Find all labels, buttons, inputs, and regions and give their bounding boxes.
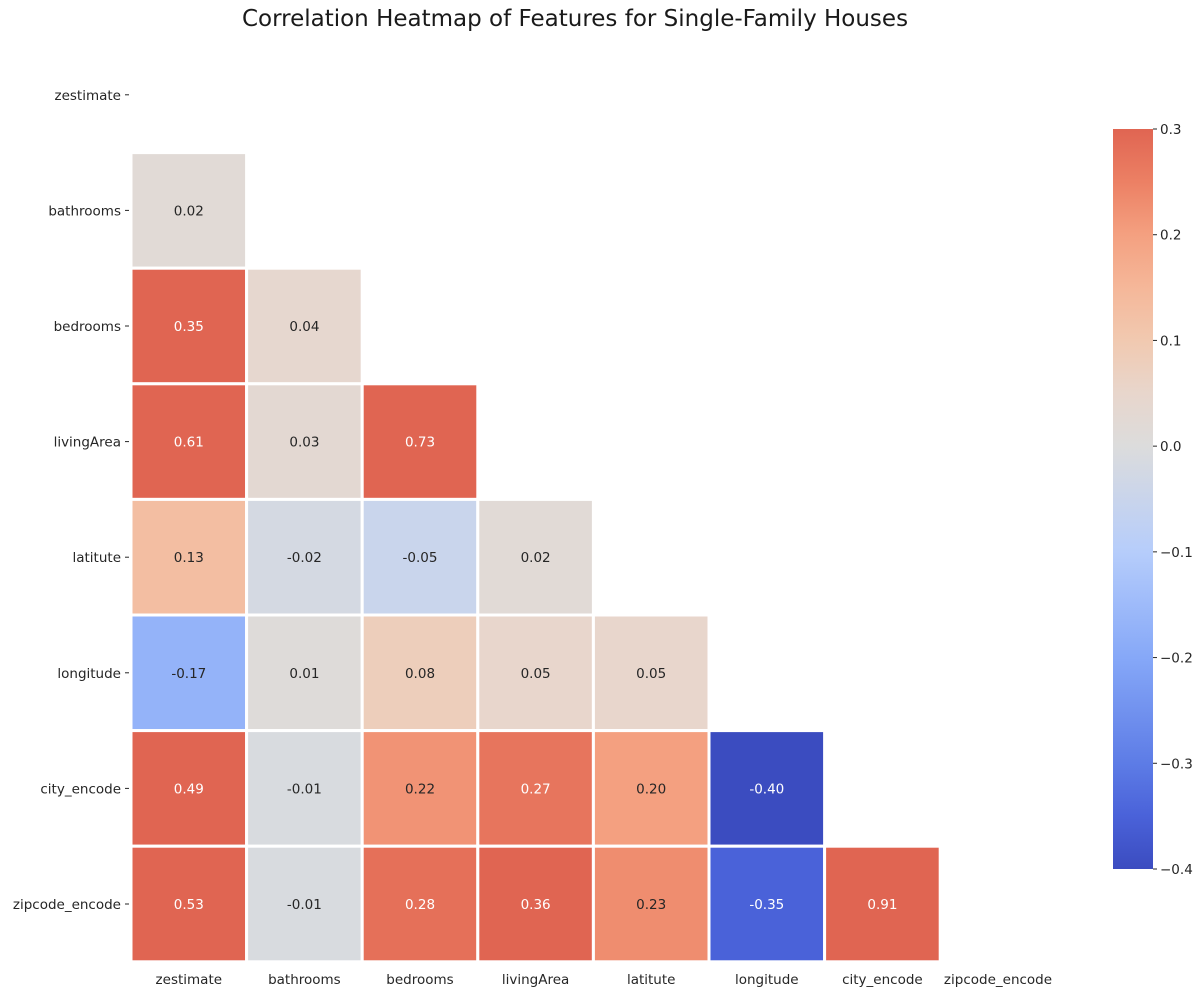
colorbar-tick-label: 0.1 bbox=[1160, 333, 1181, 349]
colorbar-tick-label: −0.1 bbox=[1160, 545, 1193, 561]
y-tick-label-zestimate: zestimate bbox=[55, 88, 122, 104]
cell-value-zipcode_encode-city_encode: 0.91 bbox=[867, 897, 897, 913]
y-tick-label-longitude: longitude bbox=[57, 666, 121, 682]
heatmap-cell-longitude-bathrooms bbox=[245, 613, 364, 733]
cell-value-city_encode-bedrooms: 0.22 bbox=[405, 781, 435, 797]
heatmap-cell-longitude-latitute bbox=[591, 613, 711, 733]
cell-value-bedrooms-bathrooms: 0.04 bbox=[289, 319, 319, 335]
cell-value-zipcode_encode-bathrooms: -0.01 bbox=[287, 897, 322, 913]
cell-value-latitute-livingArea: 0.02 bbox=[521, 550, 551, 566]
cell-value-zipcode_encode-zestimate: 0.53 bbox=[174, 897, 204, 913]
heatmap-cell-zipcode_encode-zestimate bbox=[129, 844, 249, 964]
cell-value-city_encode-livingArea: 0.27 bbox=[521, 781, 551, 797]
cell-value-zipcode_encode-longitude: -0.35 bbox=[749, 897, 784, 913]
heatmap-cell-labels: 0.02 0.35 0.04 0.61 0.03 0.73 0.13 -0.02 -0.05 0.… bbox=[171, 203, 897, 913]
heatmap-cell-bedrooms-bathrooms bbox=[245, 266, 364, 386]
cell-value-longitude-bedrooms: 0.08 bbox=[405, 666, 435, 682]
x-tick-label-latitute: latitute bbox=[627, 972, 676, 988]
heatmap-cell-longitude-livingArea bbox=[476, 613, 595, 733]
x-tick-label-livingArea: livingArea bbox=[502, 972, 569, 988]
cell-value-longitude-latitute: 0.05 bbox=[636, 666, 666, 682]
cell-value-livingArea-bedrooms: 0.73 bbox=[405, 435, 435, 451]
heatmap-cell-city_encode-bathrooms bbox=[245, 729, 364, 848]
cell-value-zipcode_encode-bedrooms: 0.28 bbox=[405, 897, 435, 913]
cell-value-latitute-zestimate: 0.13 bbox=[174, 550, 204, 566]
cell-value-zipcode_encode-livingArea: 0.36 bbox=[521, 897, 551, 913]
x-tick-label-longitude: longitude bbox=[735, 972, 799, 988]
y-tick-label-zipcode_encode: zipcode_encode bbox=[13, 897, 121, 913]
cell-value-bedrooms-zestimate: 0.35 bbox=[174, 319, 204, 335]
cell-value-livingArea-bathrooms: 0.03 bbox=[289, 435, 319, 451]
heatmap-cell-city_encode-zestimate bbox=[129, 729, 249, 848]
cell-value-latitute-bedrooms: -0.05 bbox=[403, 550, 438, 566]
heatmap-cell-latitute-bedrooms bbox=[360, 497, 480, 617]
cell-value-longitude-zestimate: -0.17 bbox=[171, 666, 206, 682]
heatmap-cell-zipcode_encode-bedrooms bbox=[360, 844, 480, 964]
x-tick-label-bedrooms: bedrooms bbox=[386, 972, 453, 988]
colorbar: 0.3 0.2 0.1 0.0 −0.1 −0.2 −0.3 −0.4 bbox=[1113, 122, 1193, 878]
heatmap-cell-zipcode_encode-latitute bbox=[591, 844, 711, 964]
y-tick-label-livingArea: livingArea bbox=[54, 435, 121, 451]
x-tick-label-bathrooms: bathrooms bbox=[268, 972, 341, 988]
y-tick-label-bathrooms: bathrooms bbox=[48, 203, 121, 219]
colorbar-tick-label: −0.3 bbox=[1160, 756, 1193, 772]
heatmap-cell-bedrooms-zestimate bbox=[129, 266, 249, 386]
chart-title: Correlation Heatmap of Features for Sing… bbox=[241, 6, 909, 32]
heatmap-cell-longitude-bedrooms bbox=[360, 613, 480, 733]
colorbar-tick-label: −0.2 bbox=[1160, 651, 1193, 667]
heatmap-cell-bathrooms-zestimate bbox=[129, 151, 249, 270]
x-tick-label-zipcode_encode: zipcode_encode bbox=[944, 972, 1052, 988]
cell-value-city_encode-bathrooms: -0.01 bbox=[287, 781, 322, 797]
y-tick-label-city_encode: city_encode bbox=[40, 781, 121, 797]
heatmap-cell-zipcode_encode-city_encode bbox=[823, 844, 942, 964]
x-tick-label-city_encode: city_encode bbox=[842, 972, 923, 988]
cell-value-city_encode-longitude: -0.40 bbox=[749, 781, 784, 797]
heatmap-cell-zipcode_encode-livingArea bbox=[476, 844, 595, 964]
colorbar-tick-label: 0.2 bbox=[1160, 228, 1181, 244]
cell-value-latitute-bathrooms: -0.02 bbox=[287, 550, 322, 566]
y-axis: zestimate bathrooms bedrooms livingArea lati… bbox=[13, 88, 129, 913]
cell-value-city_encode-zestimate: 0.49 bbox=[174, 781, 204, 797]
y-tick-label-latitute: latitute bbox=[72, 550, 121, 566]
heatmap-cell-zipcode_encode-bathrooms bbox=[245, 844, 364, 964]
heatmap-cell-latitute-bathrooms bbox=[245, 497, 364, 617]
cell-value-longitude-bathrooms: 0.01 bbox=[289, 666, 319, 682]
heatmap-cells bbox=[129, 151, 942, 964]
colorbar-tick-label: −0.4 bbox=[1160, 862, 1193, 878]
colorbar-gradient bbox=[1113, 129, 1153, 869]
colorbar-tick-label: 0.0 bbox=[1160, 439, 1181, 455]
x-axis: zestimate bathrooms bedrooms livingArea lati… bbox=[156, 972, 1053, 988]
heatmap-cell-city_encode-longitude bbox=[707, 729, 827, 848]
heatmap-cell-latitute-livingArea bbox=[476, 497, 595, 617]
cell-value-city_encode-latitute: 0.20 bbox=[636, 781, 666, 797]
cell-value-zipcode_encode-latitute: 0.23 bbox=[636, 897, 666, 913]
y-tick-label-bedrooms: bedrooms bbox=[54, 319, 121, 335]
cell-value-bathrooms-zestimate: 0.02 bbox=[174, 203, 204, 219]
cell-value-livingArea-zestimate: 0.61 bbox=[174, 435, 204, 451]
cell-value-longitude-livingArea: 0.05 bbox=[521, 666, 551, 682]
x-tick-label-zestimate: zestimate bbox=[156, 972, 223, 988]
heatmap-cell-city_encode-livingArea bbox=[476, 729, 595, 848]
heatmap-cell-city_encode-bedrooms bbox=[360, 729, 480, 848]
colorbar-tick-label: 0.3 bbox=[1160, 122, 1181, 138]
